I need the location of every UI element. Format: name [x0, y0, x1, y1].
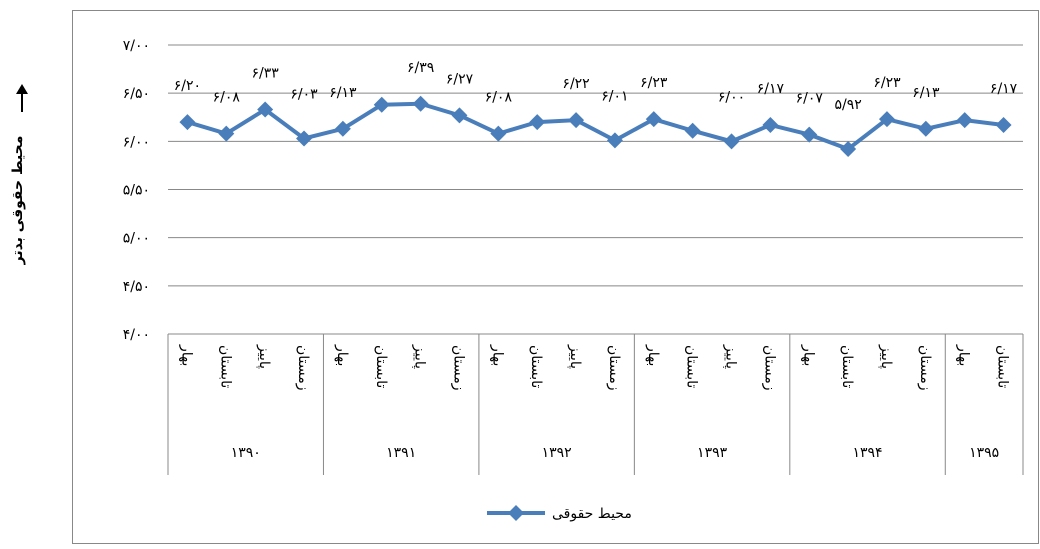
x-tick-label: زمستان	[761, 345, 777, 391]
data-label: ۶/۰۸	[485, 90, 513, 106]
chart-frame	[72, 10, 1039, 544]
data-point	[373, 96, 390, 113]
data-label: ۶/۱۷	[990, 81, 1018, 97]
x-tick-label: پاییز	[256, 344, 272, 369]
y-tick-label: ۵/۰۰	[123, 231, 150, 247]
data-label: ۶/۲۲	[562, 76, 589, 92]
data-point	[451, 107, 468, 124]
data-point	[801, 126, 818, 143]
data-label: ۶/۰۱	[601, 88, 628, 104]
data-label: ۶/۲۳	[873, 75, 901, 91]
legend-marker	[508, 505, 524, 521]
x-tick-label: پاییز	[878, 344, 894, 369]
data-point	[878, 111, 895, 128]
data-point	[257, 101, 274, 118]
data-point	[179, 114, 196, 131]
x-tick-label: بهار	[178, 344, 194, 366]
y-tick-label: ۶/۰۰	[123, 134, 150, 150]
data-point	[296, 130, 313, 147]
x-tick-label: بهار	[334, 344, 350, 366]
x-tick-label: بهار	[645, 344, 661, 366]
data-point	[762, 116, 779, 133]
data-point	[995, 116, 1012, 133]
x-tick-label: زمستان	[295, 345, 311, 391]
y-tick-label: ۴/۰۰	[123, 327, 150, 343]
x-group-label: ۱۳۹۳	[697, 445, 728, 461]
data-point	[490, 125, 507, 142]
y-tick-label: ۵/۵۰	[123, 183, 150, 199]
data-point	[606, 132, 623, 149]
x-group-label: ۱۳۹۲	[542, 445, 572, 461]
x-tick-label: پاییز	[567, 344, 583, 369]
x-tick-label: تابستان	[217, 345, 233, 388]
data-label: ۶/۲۰	[174, 78, 201, 94]
x-tick-label: تابستان	[995, 345, 1011, 388]
data-point	[684, 122, 701, 139]
data-point	[645, 111, 662, 128]
x-tick-label: تابستان	[528, 345, 544, 388]
y-tick-label: ۶/۵۰	[123, 86, 150, 102]
data-label: ۶/۳۹	[407, 60, 434, 76]
data-label: ۵/۹۲	[834, 97, 861, 113]
data-label: ۶/۰۳	[290, 86, 318, 102]
x-tick-label: تابستان	[373, 345, 389, 388]
data-label: ۶/۳۳	[252, 66, 280, 82]
data-point	[840, 141, 857, 158]
x-group-label: ۱۳۹۵	[969, 445, 999, 461]
data-point	[568, 112, 585, 129]
x-tick-label: زمستان	[450, 345, 466, 391]
y-arrow	[16, 84, 28, 112]
x-tick-label: زمستان	[917, 345, 933, 391]
data-point	[723, 133, 740, 150]
data-point	[956, 112, 973, 129]
x-group-label: ۱۳۹۰	[231, 445, 261, 461]
data-point	[529, 114, 546, 131]
data-label: ۶/۰۰	[718, 89, 745, 105]
data-point	[218, 125, 235, 142]
x-group-label: ۱۳۹۴	[853, 445, 883, 461]
data-label: ۶/۱۷	[757, 81, 785, 97]
x-tick-label: زمستان	[606, 345, 622, 391]
x-tick-label: تابستان	[839, 345, 855, 388]
y-axis-label: محیط حقوقی بدتر	[10, 136, 26, 266]
y-tick-label: ۴/۵۰	[123, 279, 150, 295]
y-tick-label: ۷/۰۰	[123, 38, 150, 54]
x-tick-label: بهار	[800, 344, 816, 366]
data-point	[334, 120, 351, 137]
data-label: ۶/۰۸	[213, 90, 241, 106]
data-label: ۶/۱۳	[329, 85, 357, 101]
x-tick-label: بهار	[956, 344, 972, 366]
x-tick-label: پاییز	[723, 344, 739, 369]
data-label: ۶/۱۳	[912, 85, 940, 101]
x-tick-label: بهار	[489, 344, 505, 366]
data-label: ۶/۲۳	[640, 75, 668, 91]
data-label: ۶/۰۷	[796, 91, 824, 107]
legend-label: محیط حقوقی	[552, 506, 632, 522]
x-tick-label: پاییز	[412, 344, 428, 369]
x-group-label: ۱۳۹۱	[386, 445, 416, 461]
x-tick-label: تابستان	[684, 345, 700, 388]
data-point	[917, 120, 934, 137]
data-line	[186, 101, 1004, 152]
data-point	[412, 95, 429, 112]
data-label: ۶/۲۷	[446, 71, 474, 87]
